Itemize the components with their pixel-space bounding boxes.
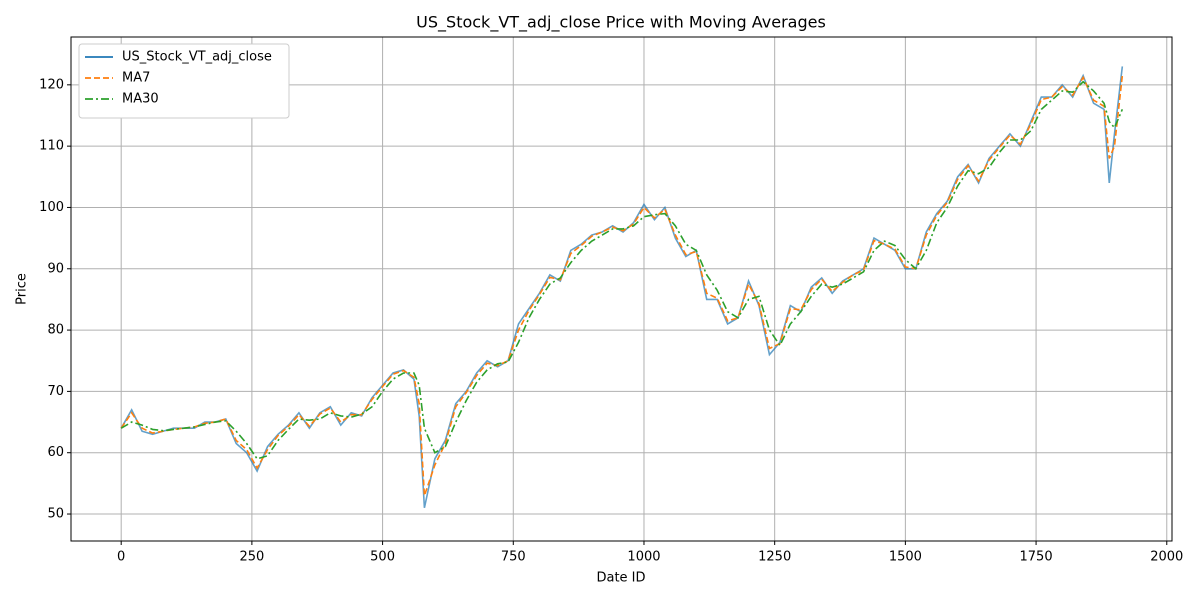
x-tick-label: 0 (117, 550, 125, 565)
y-tick-label: 100 (39, 200, 64, 215)
legend-label: US_Stock_VT_adj_close (122, 50, 272, 65)
x-tick-label: 1750 (1020, 550, 1053, 565)
legend-label: MA30 (122, 92, 159, 107)
x-tick-label: 2000 (1150, 550, 1183, 565)
y-tick-label: 90 (47, 261, 64, 276)
x-axis-label: Date ID (596, 571, 645, 586)
y-tick-label: 70 (47, 384, 64, 399)
x-tick-label: 1500 (889, 550, 922, 565)
legend: US_Stock_VT_adj_close MA7 MA30 (78, 43, 290, 119)
series-line (120, 80, 1124, 460)
y-tick-label: 60 (47, 445, 64, 460)
series-line (120, 75, 1124, 496)
legend-box (78, 43, 290, 119)
legend-label: MA7 (122, 71, 150, 86)
y-tick-label: 50 (47, 507, 64, 522)
y-tick-label: 80 (47, 323, 64, 338)
x-tick-label: 250 (239, 550, 264, 565)
series-line (120, 66, 1124, 509)
x-tick-label: 1250 (758, 550, 791, 565)
chart-title: US_Stock_VT_adj_close Price with Moving … (416, 13, 826, 33)
y-axis-label: Price (15, 273, 30, 305)
plot-frame (70, 36, 1173, 542)
x-tick-label: 750 (501, 550, 526, 565)
y-tick-label: 120 (39, 77, 64, 92)
y-tick-label: 110 (39, 139, 64, 154)
x-tick-label: 500 (370, 550, 395, 565)
x-tick-label: 1000 (627, 550, 660, 565)
